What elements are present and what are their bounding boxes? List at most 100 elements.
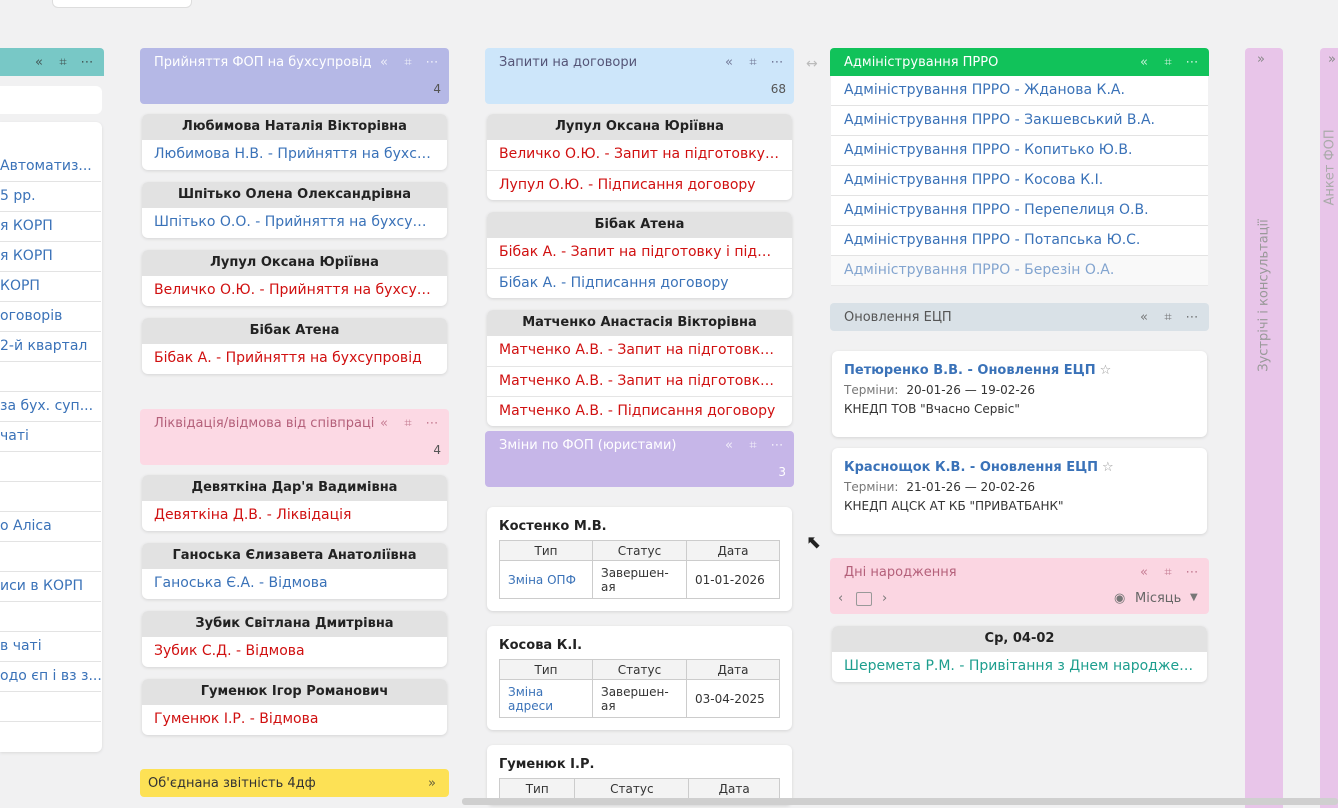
likv-card[interactable]: Зубик Світлана Дмитрівна Зубик С.Д. - Від… [142,611,447,667]
select-icon[interactable]: ⌗ [404,54,412,70]
left-list-item[interactable] [0,362,101,392]
left-list-item[interactable] [0,482,101,512]
prro-list-item[interactable]: Адміністрування ПРРО - Копитько Ю.В. [831,136,1208,166]
left-list-item[interactable]: в чаті [0,632,101,662]
fop-card[interactable]: Лупул Оксана Юріївна Величко О.Ю. - Прийн… [142,250,447,306]
collapse-icon[interactable]: « [35,54,43,70]
star-icon[interactable]: ☆ [1099,363,1112,378]
likv-card[interactable]: Девяткіна Дар'я Вадимівна Девяткіна Д.В. … [142,475,447,531]
obyednana-column-header[interactable]: Об'єднана звітність 4дф » [140,769,449,797]
zapyty-card[interactable]: Матченко Анастасія Вікторівна Матченко А.… [487,310,792,426]
card-task-line[interactable]: Величко О.Ю. - Запит на підготовку і пі.… [499,146,792,162]
collapse-icon[interactable]: « [725,437,733,453]
select-icon[interactable]: ⌗ [749,54,757,70]
card-task-line[interactable]: Шпітько О.О. - Прийняття на бухсупро... [154,214,447,230]
chevron-down-icon[interactable]: ▼ [1190,592,1198,603]
left-list-item[interactable]: иси в КОРП [0,572,101,602]
ecp-card-title[interactable]: Краснощок К.В. - Оновлення ЕЦП [844,460,1099,475]
more-icon[interactable]: ⋯ [1185,309,1199,325]
fop-card[interactable]: Бібак Атена Бібак А. - Прийняття на бухсу… [142,318,447,374]
likv-card[interactable]: Гуменюк Ігор Романович Гуменюк І.Р. - Від… [142,679,447,735]
select-icon[interactable]: ⌗ [1164,564,1172,580]
more-icon[interactable]: ⋯ [770,54,784,70]
prro-list-item[interactable]: Адміністрування ПРРО - Перепелиця О.В. [831,196,1208,226]
card-task-line[interactable]: Любимова Н.В. - Прийняття на бухсупр... [154,146,447,162]
top-search-box[interactable] [52,0,192,8]
left-list-item[interactable]: одо єп і вз з... [0,662,101,692]
card-task-line[interactable]: Матченко А.В. - Запит на підготовку і п.… [487,366,792,396]
horizontal-scrollbar[interactable] [462,798,1338,805]
zminy-card[interactable]: Костенко М.В. Тип Статус Дата Зміна ОПФ Завер… [487,507,792,611]
select-icon[interactable]: ⌗ [59,54,67,70]
left-list-item[interactable] [0,602,101,632]
prro-list-item[interactable]: Адміністрування ПРРО - Березін О.А. [831,256,1208,286]
more-icon[interactable]: ⋯ [1185,54,1199,70]
zapyty-card[interactable]: Лупул Оксана Юріївна Величко О.Ю. - Запит… [487,114,792,200]
change-type-link[interactable]: Зміна адреси [499,679,593,718]
birthday-card-line[interactable]: Шеремета Р.М. - Привітання з Днем народж… [844,658,1206,674]
next-arrow-icon[interactable]: › [882,591,888,606]
left-list-item[interactable]: 2-й квартал [0,332,101,362]
expand-icon[interactable]: » [1328,52,1336,67]
left-list-item[interactable]: я КОРП [0,242,101,272]
card-task-line[interactable]: Бібак А. - Прийняття на бухсупровід [154,350,422,366]
more-icon[interactable]: ⋯ [425,54,439,70]
left-list-item[interactable]: Автоматиз... [0,152,101,182]
card-task-line[interactable]: Величко О.Ю. - Прийняття на бухсупро... [154,282,447,298]
collapse-icon[interactable]: « [1140,564,1148,580]
column-resize-handle-icon[interactable]: ↔ [806,56,818,72]
meetings-collapsed-column[interactable]: » Зустрічі і консультації [1245,48,1283,808]
select-icon[interactable]: ⌗ [1164,309,1172,325]
select-icon[interactable]: ⌗ [404,415,412,431]
left-list-item[interactable]: КОРП [0,272,101,302]
left-list-item[interactable]: я КОРП [0,212,101,242]
left-list-item[interactable] [0,542,101,572]
change-type-link[interactable]: Зміна ОПФ [499,560,593,599]
card-task-line[interactable]: Девяткіна Д.В. - Ліквідація [154,507,352,523]
card-task-line[interactable]: Матченко А.В. - Підписання договору [487,396,792,426]
collapse-icon[interactable]: « [1140,54,1148,70]
period-select[interactable]: Місяць [1135,591,1182,606]
prro-list-item[interactable]: Адміністрування ПРРО - Жданова К.А. [831,76,1208,106]
prro-list-item[interactable]: Адміністрування ПРРО - Потапська Ю.С. [831,226,1208,256]
zapyty-card[interactable]: Бібак Атена Бібак А. - Запит на підготовк… [487,212,792,298]
left-list-item[interactable]: о Аліса [0,512,101,542]
ecp-card[interactable]: Петюренко В.В. - Оновлення ЕЦП ☆ Терміни: 2… [832,351,1207,437]
ecp-card[interactable]: Краснощок К.В. - Оновлення ЕЦП ☆ Терміни: 2… [832,448,1207,534]
select-icon[interactable]: ⌗ [749,437,757,453]
card-task-line[interactable]: Бібак А. - Запит на підготовку і підписа… [499,244,792,260]
expand-icon[interactable]: » [1257,52,1265,67]
more-icon[interactable]: ⋯ [1185,564,1199,580]
card-task-line[interactable]: Зубик С.Д. - Відмова [154,643,305,659]
left-list-item[interactable] [0,692,101,722]
card-task-line[interactable]: Ганоська Є.А. - Відмова [154,575,328,591]
collapse-icon[interactable]: « [380,54,388,70]
collapse-icon[interactable]: « [1140,309,1148,325]
select-icon[interactable]: ⌗ [1164,54,1172,70]
prro-list-item[interactable]: Адміністрування ПРРО - Закшевський В.А. [831,106,1208,136]
left-list-item[interactable]: за бух. суп... [0,392,101,422]
birthday-card[interactable]: Ср, 04-02 Шеремета Р.М. - Привітання з Д… [832,626,1207,682]
prro-list-item[interactable]: Адміністрування ПРРО - Косова К.І. [831,166,1208,196]
more-icon[interactable]: ⋯ [770,437,784,453]
ecp-card-title[interactable]: Петюренко В.В. - Оновлення ЕЦП [844,363,1096,378]
fop-card[interactable]: Шпітько Олена Олександрівна Шпітько О.О. … [142,182,447,238]
card-task-line[interactable]: Матченко А.В. - Запит на підготовку і п.… [499,342,792,358]
card-task-line[interactable]: Гуменюк І.Р. - Відмова [154,711,319,727]
next-collapsed-column[interactable]: » Анкет ФОП [1320,48,1338,808]
left-list-item[interactable] [0,452,101,482]
left-list-item[interactable]: оговорів [0,302,101,332]
calendar-icon[interactable] [856,592,872,606]
more-icon[interactable]: ⋯ [425,415,439,431]
likv-card[interactable]: Ганоська Єлизавета Анатоліївна Ганоська Є… [142,543,447,599]
fop-card[interactable]: Любимова Наталія Вікторівна Любимова Н.В.… [142,114,447,170]
card-task-line[interactable]: Лупул О.Ю. - Підписання договору [487,170,792,200]
card-task-line[interactable]: Бібак А. - Підписання договору [487,268,792,298]
collapse-icon[interactable]: « [725,54,733,70]
prev-arrow-icon[interactable]: ‹ [838,591,844,606]
left-list-item[interactable]: 5 рр. [0,182,101,212]
eye-icon[interactable]: ◉ [1114,591,1126,606]
expand-icon[interactable]: » [428,775,436,791]
left-list-item[interactable]: чаті [0,422,101,452]
collapse-icon[interactable]: « [380,415,388,431]
